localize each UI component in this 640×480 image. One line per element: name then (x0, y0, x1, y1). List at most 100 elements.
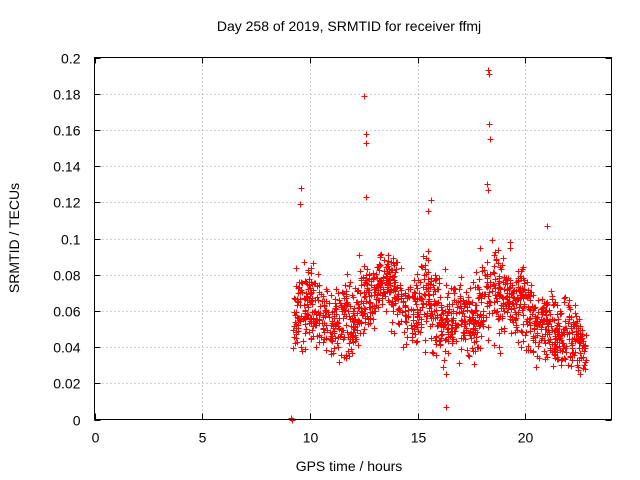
data-point (391, 283, 398, 290)
data-point (350, 339, 357, 346)
data-point (430, 291, 437, 298)
data-point (536, 355, 543, 362)
data-point (385, 297, 392, 304)
data-point (306, 276, 313, 283)
data-point (355, 342, 362, 349)
data-point (572, 310, 579, 317)
data-point (413, 301, 420, 308)
data-point (521, 277, 528, 284)
data-point (505, 303, 512, 310)
data-point (384, 261, 391, 268)
data-point (526, 306, 533, 313)
data-point (441, 357, 448, 364)
data-point (302, 296, 309, 303)
data-point (543, 300, 550, 307)
data-point (508, 306, 515, 313)
data-point (558, 332, 565, 339)
data-point (482, 291, 489, 298)
data-point (491, 342, 498, 349)
data-point (427, 323, 434, 330)
data-point (448, 310, 455, 317)
data-point (536, 339, 543, 346)
data-point (496, 273, 503, 280)
data-point (550, 302, 557, 309)
data-point (535, 343, 542, 350)
data-point (439, 307, 446, 314)
data-point (583, 357, 590, 364)
data-point (450, 336, 457, 343)
data-point (445, 329, 452, 336)
data-point (417, 329, 424, 336)
data-point (460, 308, 467, 315)
data-point (446, 301, 453, 308)
data-point (373, 285, 380, 292)
data-point (562, 294, 569, 301)
data-point (300, 316, 307, 323)
data-point (497, 292, 504, 299)
data-point (520, 321, 527, 328)
x-axis-label: GPS time / hours (296, 458, 403, 474)
data-point (436, 280, 443, 287)
data-point (499, 315, 506, 322)
data-point (428, 278, 435, 285)
data-point (430, 315, 437, 322)
data-point (458, 335, 465, 342)
data-point (425, 248, 432, 255)
data-point (341, 295, 348, 302)
data-point (362, 293, 369, 300)
data-point (380, 289, 387, 296)
data-point (374, 291, 381, 298)
data-point (577, 350, 584, 357)
data-point (383, 264, 390, 271)
data-point (390, 274, 397, 281)
data-point (340, 327, 347, 334)
data-point (545, 323, 552, 330)
data-point (448, 285, 455, 292)
data-point (581, 348, 588, 355)
data-point (298, 279, 305, 286)
data-point (480, 318, 487, 325)
data-point (549, 293, 556, 300)
data-point (477, 292, 484, 299)
data-point (349, 333, 356, 340)
data-point (419, 264, 426, 271)
data-point (504, 309, 511, 316)
data-point (571, 352, 578, 359)
data-point (363, 275, 370, 282)
data-point (512, 309, 519, 316)
data-point (437, 341, 444, 348)
data-point (351, 326, 358, 333)
data-point (525, 287, 532, 294)
data-point (463, 327, 470, 334)
data-point (414, 285, 421, 292)
data-point (328, 292, 335, 299)
data-point (458, 317, 465, 324)
data-point (371, 325, 378, 332)
data-point (347, 316, 354, 323)
data-point (529, 303, 536, 310)
data-point (413, 282, 420, 289)
data-point (443, 315, 450, 322)
data-point (494, 298, 501, 305)
data-point (530, 337, 537, 344)
data-point (576, 345, 583, 352)
data-point (483, 314, 490, 321)
data-point (491, 263, 498, 270)
data-point (392, 300, 399, 307)
data-point (402, 303, 409, 310)
y-tick-label: 0.08 (53, 268, 80, 284)
data-point (539, 296, 546, 303)
data-point (312, 297, 319, 304)
data-point (350, 310, 357, 317)
x-tick-label: 5 (199, 430, 207, 446)
data-point (335, 344, 342, 351)
data-point (539, 305, 546, 312)
data-point (484, 284, 491, 291)
data-point (368, 278, 375, 285)
data-point (389, 301, 396, 308)
data-point (471, 321, 478, 328)
data-point (403, 341, 410, 348)
data-point (385, 252, 392, 259)
data-point (388, 259, 395, 266)
data-point (486, 71, 493, 78)
